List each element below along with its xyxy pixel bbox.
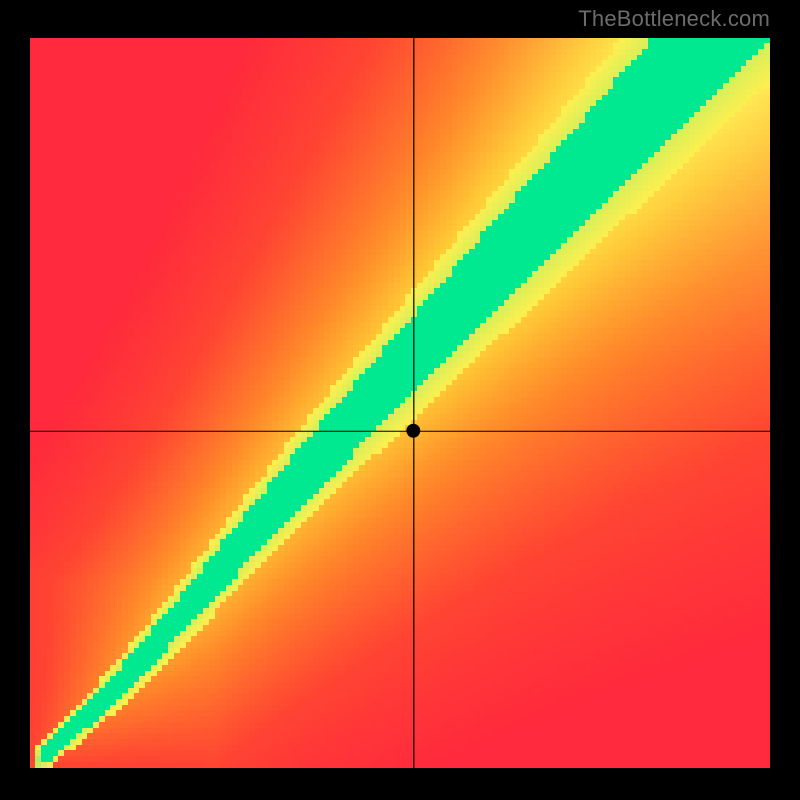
heatmap-plot	[30, 38, 770, 768]
heatmap-canvas	[30, 38, 770, 768]
watermark-text: TheBottleneck.com	[578, 6, 770, 32]
